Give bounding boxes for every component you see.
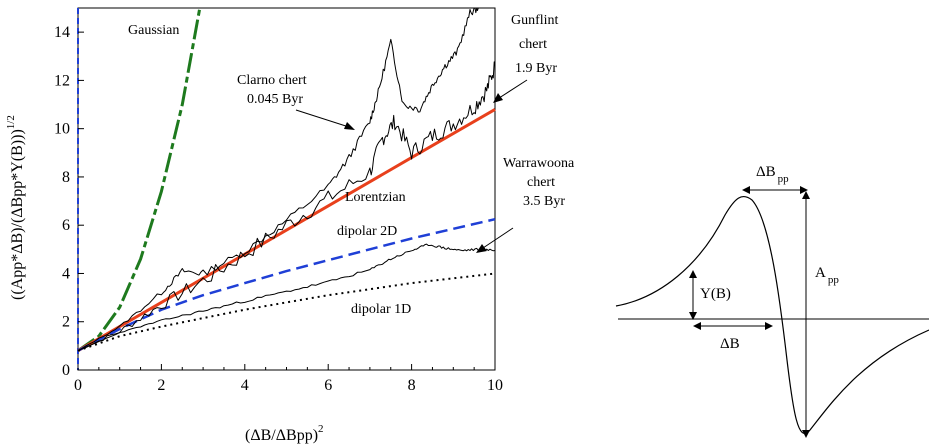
yb-arrowhead-bottom [689, 312, 697, 320]
label-clarno-2: 0.045 Byr [247, 92, 303, 107]
series-line-lorentzian [77, 108, 496, 352]
series-line-gaussian [77, 7, 202, 352]
label-dbpp: ΔB pp [756, 164, 789, 185]
y-axis-label: ((App*ΔB)/(ΔBpp*Y(B)))1/2 [5, 115, 26, 300]
x-tick-label: 0 [74, 377, 82, 394]
x-tick-label: 2 [157, 377, 165, 394]
x-ticks: 0 2 4 6 8 10 [74, 364, 503, 394]
app-arrowhead-top [802, 191, 810, 199]
label-gunflint-3: 1.9 Byr [515, 61, 557, 76]
y-ticks: 0 2 4 6 8 10 12 14 [54, 24, 84, 379]
dbpp-arrowhead-left [742, 186, 750, 194]
dbpp-arrowhead-right [800, 186, 808, 194]
gunflint-arrowhead [493, 93, 503, 103]
clarno-arrow [295, 109, 353, 129]
y-tick-label: 14 [54, 24, 70, 41]
app-arrowhead-bottom [802, 430, 810, 438]
x-tick-label: 10 [487, 377, 503, 394]
label-dipolar-2d: dipolar 2D [337, 224, 397, 239]
label-dipolar-1d: dipolar 1D [351, 302, 411, 317]
yb-arrowhead-top [689, 270, 697, 278]
y-tick-label: 0 [62, 362, 70, 379]
gunflint-arrow [495, 79, 528, 101]
label-db: ΔB [720, 336, 740, 352]
x-tick-label: 4 [241, 377, 249, 394]
db-arrowhead-right [765, 322, 773, 330]
label-yb: Y(B) [700, 286, 731, 302]
label-gunflint-1: Gunflint [511, 13, 559, 28]
label-warrawoona-1: Warrawoona [503, 156, 575, 171]
x-axis-label: (ΔB/ΔBpp)2 [245, 423, 324, 444]
y-tick-label: 6 [62, 217, 70, 234]
y-tick-label: 2 [62, 314, 70, 331]
label-gunflint-2: chert [519, 37, 547, 52]
y-tick-label: 10 [54, 121, 70, 138]
series-line-dipolar-1d [77, 272, 496, 352]
series-line-gunflint-chert-1-9-byr [77, 61, 496, 352]
x-tick-label: 8 [408, 377, 416, 394]
series-line-clarno-chert-0-045-byr [77, 7, 479, 352]
y-tick-label: 4 [62, 265, 70, 282]
derivative-curve [615, 195, 929, 435]
warrawoona-arrowhead [476, 244, 487, 253]
series-line-warrawoona-chert-3-5-byr [77, 243, 496, 352]
x-tick-label: 6 [324, 377, 332, 394]
clarno-arrowhead [344, 122, 355, 130]
db-arrowhead-left [693, 322, 701, 330]
warrawoona-arrow [479, 227, 514, 251]
label-lorentzian: Lorentzian [345, 190, 406, 205]
y-tick-label: 8 [62, 169, 70, 186]
series-group [77, 7, 496, 352]
label-clarno-1: Clarno chert [237, 73, 307, 88]
label-warrawoona-3: 3.5 Byr [523, 194, 565, 209]
label-gaussian: Gaussian [128, 23, 179, 38]
y-tick-label: 12 [54, 72, 70, 89]
plot-area: 0 2 4 6 8 10 0 2 4 6 8 10 12 14 [54, 7, 503, 394]
series-line-dipolar-2d [77, 217, 496, 352]
label-warrawoona-2: chert [527, 175, 555, 190]
